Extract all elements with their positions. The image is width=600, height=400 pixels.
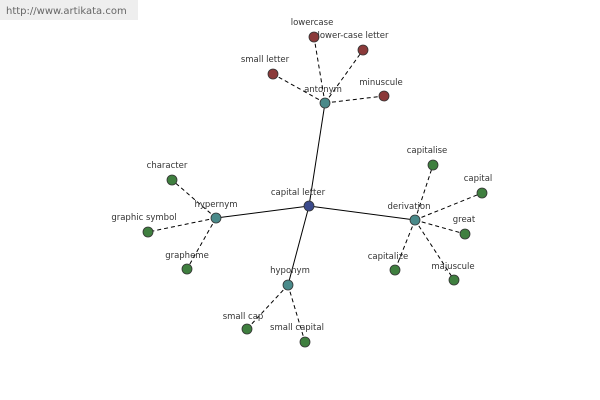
edge	[171, 179, 217, 219]
watermark: http://www.artikata.com	[6, 6, 127, 17]
nodes: capital letter antonym hypernym hyponym deri…	[111, 18, 493, 348]
edge	[414, 219, 455, 281]
node	[282, 279, 294, 291]
edges	[147, 36, 483, 343]
node-label: majuscule	[431, 262, 474, 272]
node-label: great	[453, 215, 476, 225]
edge	[414, 164, 434, 221]
edge	[414, 219, 466, 235]
node	[389, 264, 401, 276]
node	[303, 200, 315, 212]
watermark-box	[0, 0, 138, 20]
node	[299, 336, 311, 348]
node-label: lower-case letter	[318, 31, 389, 41]
node	[181, 263, 193, 275]
edge	[324, 49, 364, 104]
node	[210, 212, 222, 224]
node-label: minuscule	[359, 78, 403, 88]
node	[166, 174, 178, 186]
node	[448, 274, 460, 286]
node-label: small cap	[223, 312, 264, 322]
node	[378, 90, 390, 102]
node-label: small letter	[241, 55, 290, 65]
node	[409, 214, 421, 226]
node	[241, 323, 253, 335]
edge	[215, 205, 310, 219]
edge	[308, 102, 326, 207]
node-label: hyponym	[270, 266, 310, 276]
edge	[272, 73, 326, 104]
node-label: antonym	[304, 85, 342, 95]
node-label: capital	[464, 174, 493, 184]
node-label: graphic symbol	[111, 213, 176, 223]
edge	[414, 192, 483, 221]
edge	[287, 284, 306, 343]
node-label: capitalise	[407, 146, 448, 156]
node-label: grapheme	[165, 251, 209, 261]
edge	[186, 217, 217, 270]
node	[267, 68, 279, 80]
node-label: small capital	[270, 323, 324, 333]
edge	[394, 219, 416, 271]
edge	[308, 205, 416, 221]
node-label: hypernym	[194, 200, 237, 210]
node-label: character	[147, 161, 188, 171]
node	[308, 31, 320, 43]
node	[427, 159, 439, 171]
edge	[287, 205, 310, 286]
node-label: capital letter	[271, 188, 326, 198]
node	[357, 44, 369, 56]
node	[459, 228, 471, 240]
edge	[246, 284, 289, 330]
node-label: capitalize	[368, 252, 409, 262]
edge	[324, 95, 385, 104]
node	[476, 187, 488, 199]
edge	[147, 217, 217, 233]
node	[319, 97, 331, 109]
node	[142, 226, 154, 238]
node-label: derivation	[387, 202, 430, 212]
node-label: lowercase	[291, 18, 334, 28]
